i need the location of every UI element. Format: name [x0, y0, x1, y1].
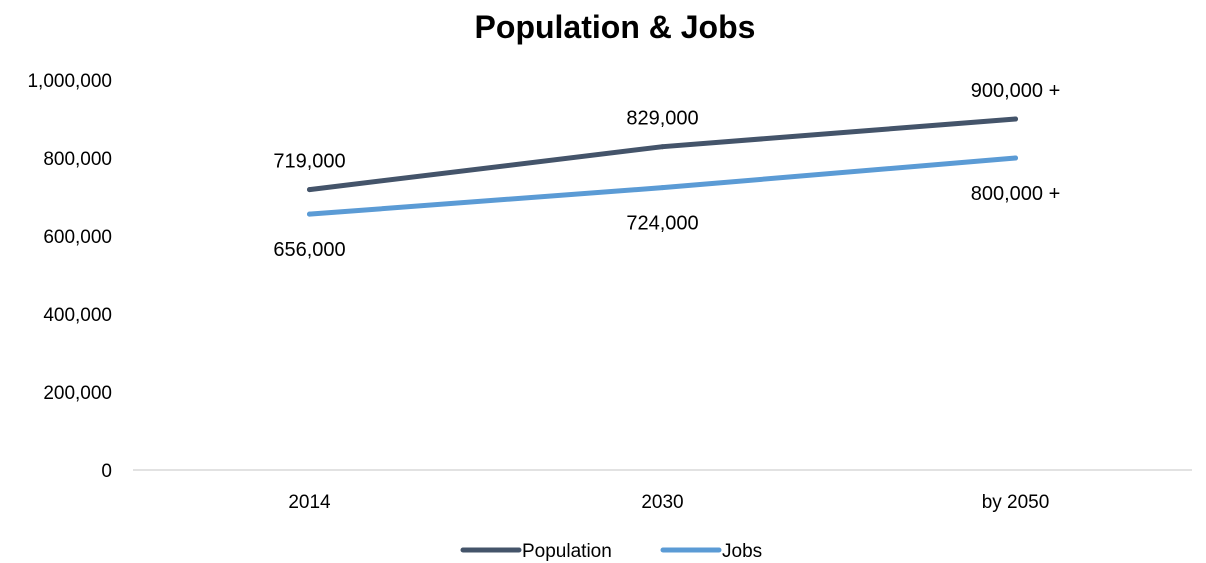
y-tick-label: 400,000 [43, 305, 112, 326]
y-tick-label: 200,000 [43, 383, 112, 404]
x-tick-label: 2030 [641, 492, 683, 513]
series-group: 719,000 829,000 900,000 + 656,000 724,000 800… [273, 80, 1060, 261]
y-tick-label: 0 [101, 461, 112, 482]
data-point [307, 211, 312, 217]
data-label: 724,000 [626, 213, 698, 235]
y-tick-label: 1,000,000 [27, 71, 112, 92]
data-point [660, 144, 665, 150]
data-point [1013, 116, 1018, 122]
data-label: 900,000 + [971, 80, 1061, 102]
x-tick-label: by 2050 [982, 492, 1050, 513]
data-label: 719,000 [273, 151, 345, 173]
legend-label: Population [522, 541, 612, 562]
x-axis: 2014 2030 by 2050 [288, 492, 1049, 513]
data-label: 656,000 [273, 239, 345, 261]
data-point [660, 185, 665, 191]
data-point [1013, 155, 1018, 161]
data-label: 800,000 + [971, 183, 1061, 205]
legend: Population Jobs [460, 541, 762, 562]
data-point [307, 187, 312, 193]
y-axis: 0 200,000 400,000 600,000 800,000 1,000,000 [27, 71, 112, 482]
legend-label: Jobs [722, 541, 762, 562]
y-tick-label: 600,000 [43, 227, 112, 248]
chart-title: Population & Jobs [475, 9, 756, 45]
y-tick-label: 800,000 [43, 149, 112, 170]
x-tick-label: 2014 [288, 492, 331, 513]
data-label: 829,000 [626, 108, 698, 130]
